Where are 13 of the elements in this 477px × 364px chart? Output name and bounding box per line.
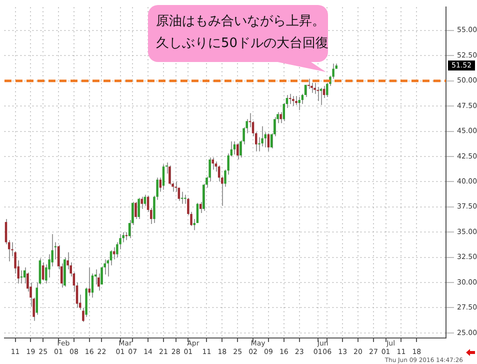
candlestick	[295, 95, 298, 106]
candlestick	[138, 197, 140, 220]
candlestick	[168, 165, 171, 186]
candlestick	[104, 258, 106, 275]
candlestick	[298, 96, 300, 111]
candlestick	[310, 82, 313, 94]
candlestick	[280, 112, 282, 124]
candlestick	[314, 82, 316, 94]
candlestick	[66, 252, 69, 270]
candlestick	[98, 272, 100, 292]
annotation: 久しぶりに50ドルの大台回復	[156, 35, 329, 53]
candlestick	[292, 95, 294, 107]
annotation: 原油はもみ合いながら上昇。	[156, 13, 325, 31]
